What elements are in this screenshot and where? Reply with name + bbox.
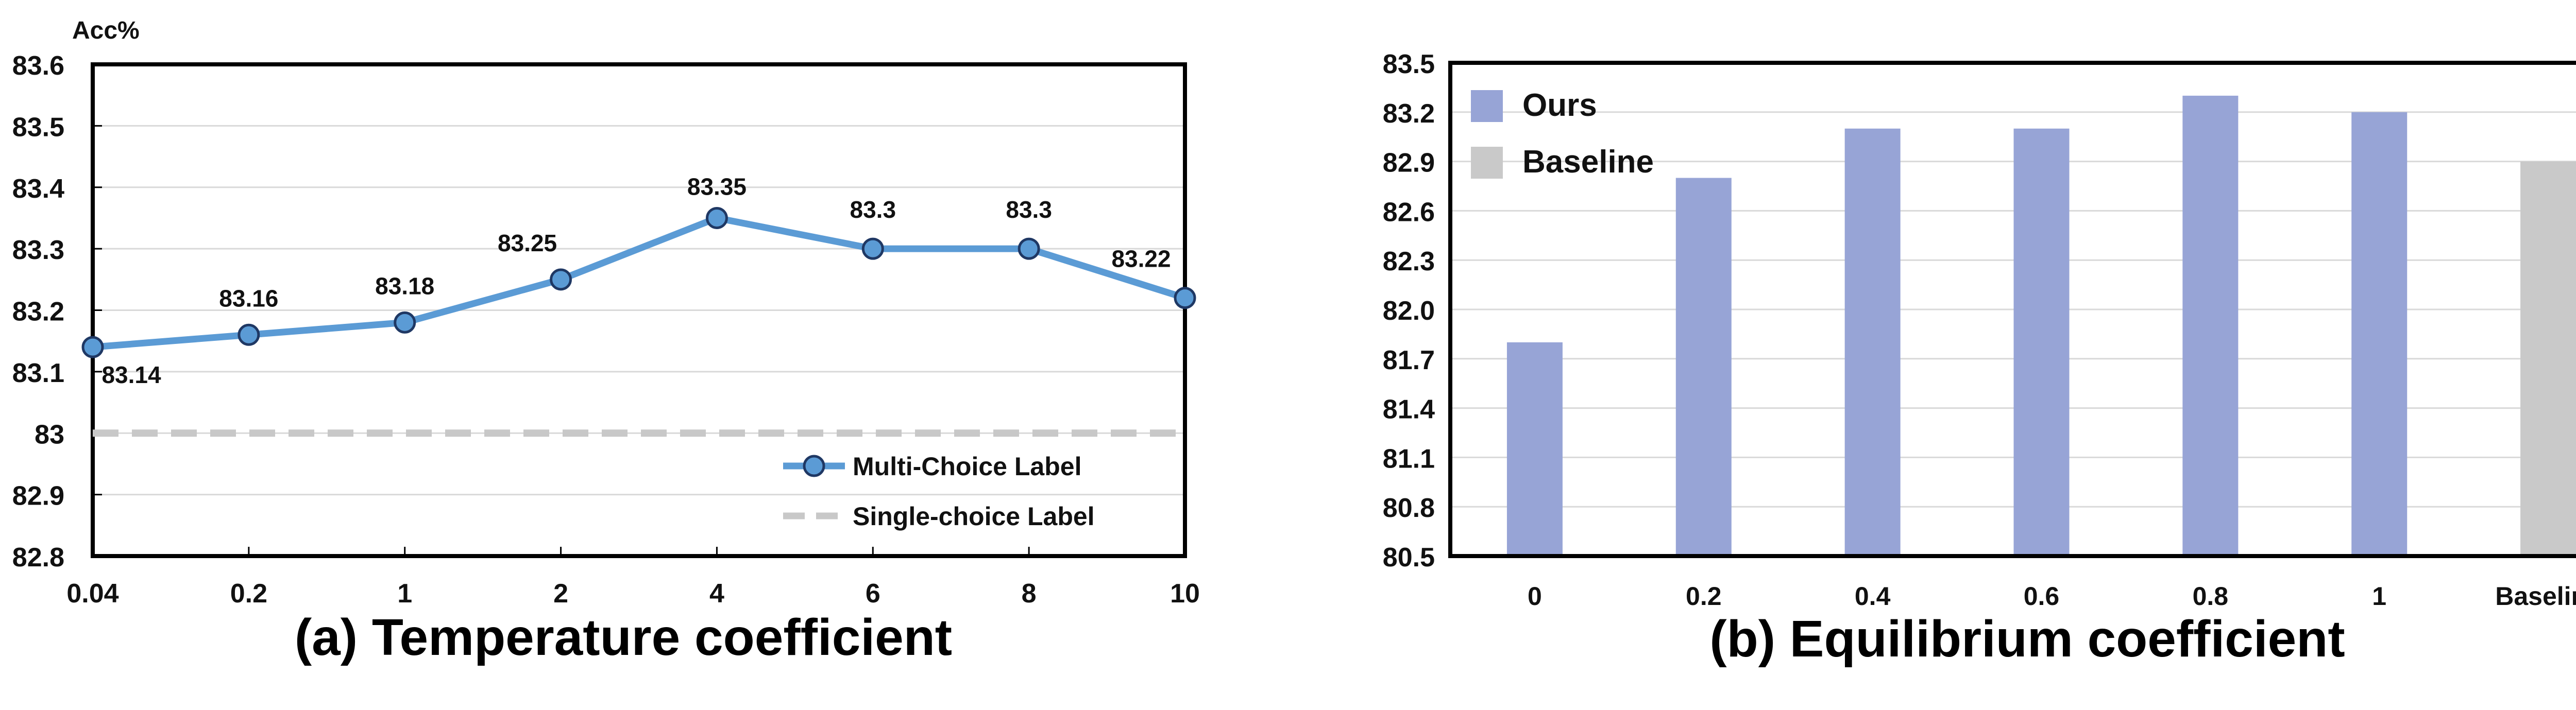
x-tick-label: 0.4 [1855, 582, 1891, 611]
multi-choice-point [238, 323, 260, 346]
data-label: 83.14 [101, 361, 161, 388]
y-tick-label: 82.0 [1383, 296, 1435, 326]
data-label: 83.22 [1111, 246, 1171, 272]
multi-choice-point [394, 311, 416, 334]
legend-label-multi: Multi-Choice Label [853, 452, 1081, 481]
y-tick-label: 83.5 [1383, 49, 1435, 79]
multi-choice-point [1174, 287, 1196, 309]
x-tick-label: 1 [2372, 582, 2386, 611]
y-tick-label: 80.5 [1383, 543, 1435, 573]
y-tick-label: 83.5 [12, 112, 64, 142]
legend-marker-multi [803, 455, 825, 477]
y-tick-label: 80.8 [1383, 493, 1435, 523]
data-label: 83.3 [1006, 196, 1052, 223]
x-tick-label: 1 [397, 579, 412, 609]
equilibrium-coefficient-chart: 80.5 80.8 81.1 81.4 81.7 82.0 82.3 82.6 82.9 83.2… [1383, 49, 2576, 668]
x-tick-label: Baseline [2495, 582, 2576, 611]
x-tick-label: 2 [553, 579, 568, 609]
y-tick-label: 83.1 [12, 358, 64, 388]
y-tick-label: 83.4 [12, 174, 64, 204]
multi-choice-point [81, 336, 104, 358]
x-tick-label: 0.8 [2193, 582, 2229, 611]
multi-choice-line [92, 214, 1186, 351]
data-label: 83.3 [850, 196, 896, 223]
x-tick-label: 6 [866, 579, 880, 609]
x-tick-label: 0.6 [2024, 582, 2060, 611]
data-label: 83.35 [687, 173, 747, 200]
y-tick-label: 82.9 [12, 481, 64, 511]
y-tick-label: 82.9 [1383, 148, 1435, 178]
legend-swatch-ours [1471, 90, 1503, 122]
data-label: 83.18 [375, 272, 434, 299]
bar-ours [1506, 342, 1563, 556]
multi-choice-point [705, 206, 728, 229]
y-tick-label: 82.6 [1383, 197, 1435, 227]
plot-frame [1448, 61, 2576, 558]
x-tick-label: 0.2 [230, 579, 267, 609]
bar-baseline [2520, 161, 2576, 557]
x-tick-label: 0.2 [1686, 582, 1722, 611]
bar-ours [2351, 112, 2408, 557]
y-tick-label: 83.2 [12, 297, 64, 327]
multi-choice-point [1018, 237, 1040, 260]
x-tick-label: 0.04 [66, 579, 118, 609]
y-tick-label: 83.2 [1383, 99, 1435, 129]
x-tick-label: 8 [1022, 579, 1037, 609]
bar-ours [2013, 128, 2070, 556]
caption-b: (b) Equilibrium coefficient [1709, 610, 2345, 668]
x-tick-label: 4 [709, 579, 724, 609]
caption-a: (a) Temperature coefficient [295, 609, 952, 666]
legend-label-single: Single-choice Label [853, 502, 1095, 531]
x-tick-label: 0 [1528, 582, 1542, 611]
x-tick-label: 10 [1170, 579, 1200, 609]
data-label: 83.16 [219, 285, 278, 311]
y-tick-label: 81.1 [1383, 444, 1435, 474]
legend-label-ours: Ours [1522, 88, 1597, 123]
y-tick-label: 81.4 [1383, 395, 1435, 425]
y-tick-label: 83.6 [12, 51, 64, 81]
bar-ours [1844, 128, 1901, 556]
temperature-coefficient-chart: 82.8 82.9 83 83.1 83.2 83.3 83.4 83.5 83.6 0.04 0.… [12, 17, 1200, 666]
legend-swatch-baseline [1471, 147, 1503, 179]
bar-ours [2182, 95, 2239, 556]
y-tick-label: 82.8 [12, 543, 64, 573]
legend-label-baseline: Baseline [1522, 144, 1654, 180]
bar-ours [1675, 178, 1732, 556]
plot-frame [91, 62, 1187, 558]
y-axis-label: Acc% [72, 17, 140, 44]
y-tick-label: 83 [35, 420, 64, 449]
y-tick-label: 82.3 [1383, 247, 1435, 276]
y-tick-label: 83.3 [12, 235, 64, 265]
y-tick-label: 81.7 [1383, 345, 1435, 375]
multi-choice-point [861, 237, 884, 260]
data-label: 83.25 [498, 230, 557, 256]
multi-choice-point [550, 268, 572, 291]
